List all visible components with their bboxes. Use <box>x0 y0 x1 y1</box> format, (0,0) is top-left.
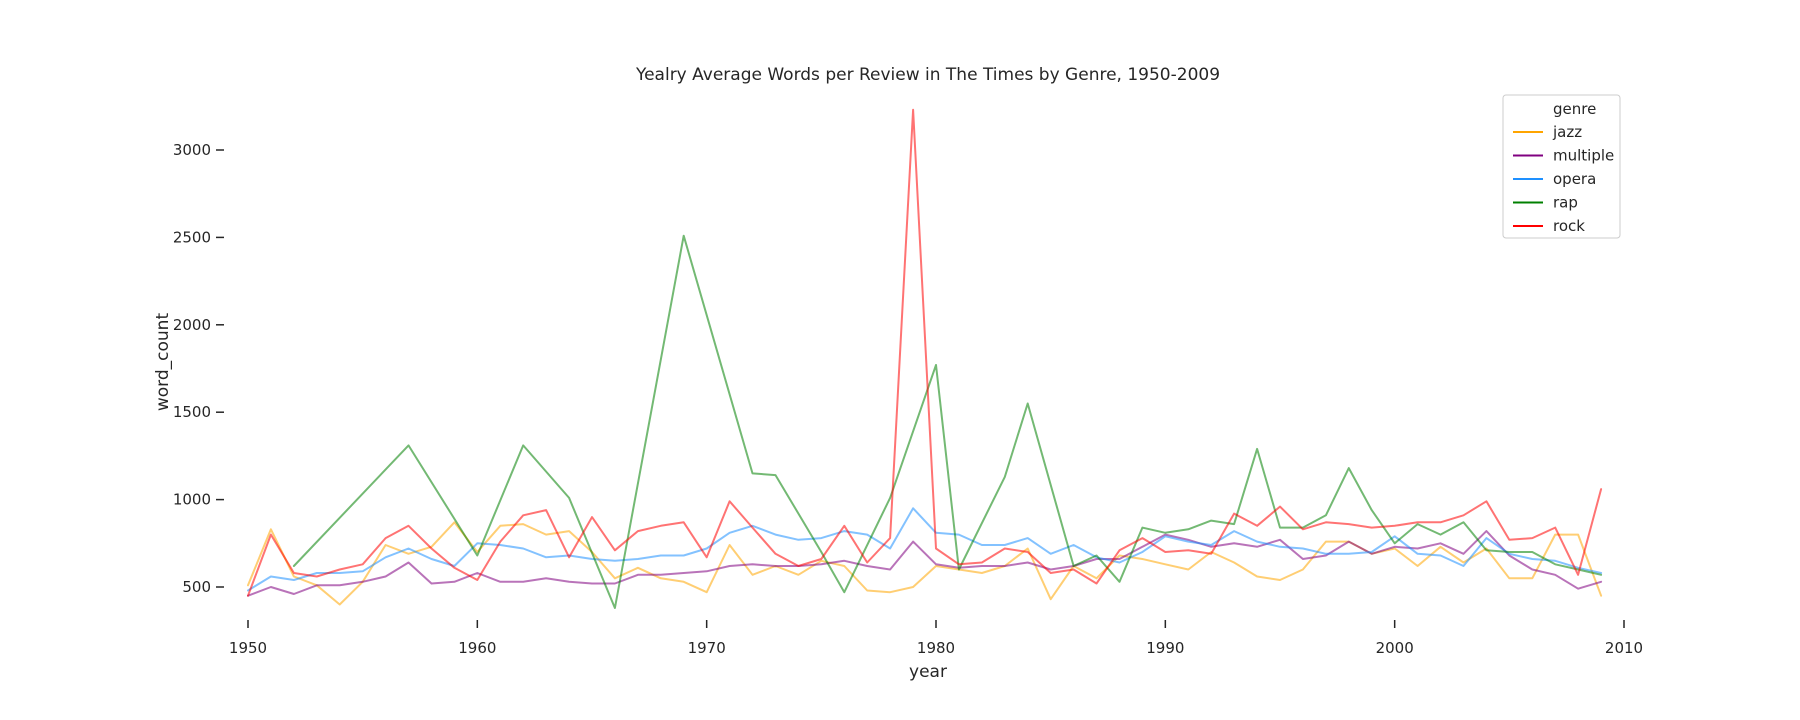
chart-title: Yealry Average Words per Review in The T… <box>635 65 1220 85</box>
plot-area <box>247 108 1603 609</box>
series-line-jazz <box>247 521 1603 606</box>
x-tick-label: 2010 <box>1605 639 1643 657</box>
y-axis-label: word_count <box>153 313 173 412</box>
legend-label-jazz: jazz <box>1552 123 1582 141</box>
y-tick-label: 3000 <box>173 141 211 159</box>
x-tick-label: 1990 <box>1146 639 1184 657</box>
legend-items: jazz multiple opera rap rock <box>1513 123 1614 235</box>
series-line-rap <box>292 234 1603 609</box>
legend-label-rap: rap <box>1553 194 1578 212</box>
series-line-opera <box>247 507 1603 592</box>
x-tick-label: 2000 <box>1376 639 1414 657</box>
y-tick-label: 2500 <box>173 228 211 246</box>
y-tick-label: 1000 <box>173 491 211 509</box>
x-tick-label: 1960 <box>458 639 496 657</box>
x-axis: 1950 1960 1970 1980 1990 2000 2010 <box>229 620 1643 657</box>
x-axis-label: year <box>909 662 947 682</box>
series-line-rock <box>247 108 1603 597</box>
x-tick-label: 1950 <box>229 639 267 657</box>
legend-label-opera: opera <box>1553 170 1596 188</box>
y-tick-label: 500 <box>182 578 211 596</box>
x-tick-label: 1980 <box>917 639 955 657</box>
legend-title: genre <box>1553 100 1596 118</box>
x-tick-label: 1970 <box>688 639 726 657</box>
legend: genre jazz multiple opera rap rock <box>1502 94 1621 239</box>
legend-label-rock: rock <box>1553 217 1585 235</box>
series-line-multiple <box>247 530 1603 597</box>
y-tick-label: 2000 <box>173 316 211 334</box>
legend-label-multiple: multiple <box>1553 147 1614 165</box>
y-axis: 500 1000 1500 2000 2500 3000 <box>173 141 224 596</box>
y-tick-label: 1500 <box>173 403 211 421</box>
